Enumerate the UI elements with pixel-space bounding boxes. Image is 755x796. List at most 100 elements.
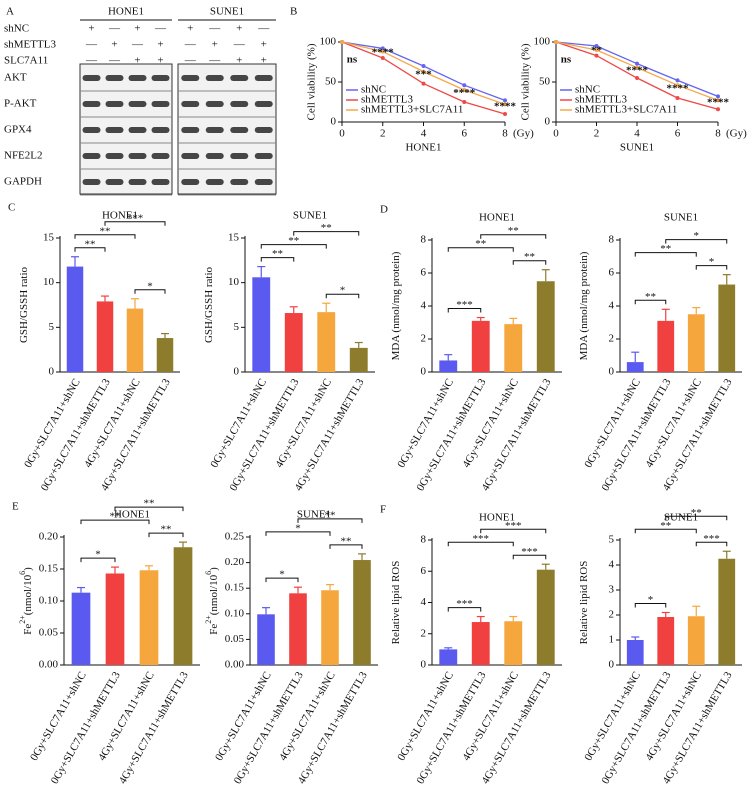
y-axis-label-part: GSH/GSSH ratio	[18, 266, 30, 343]
blot-band	[230, 75, 249, 81]
condition-sign: +	[111, 39, 117, 51]
significance-label: ***	[456, 299, 473, 311]
comparison-bracket	[665, 515, 728, 521]
bar	[657, 320, 675, 372]
condition-sign: +	[134, 55, 140, 67]
x-axis-label: SUNE1	[620, 142, 654, 154]
condition-sign: +	[187, 23, 193, 35]
significance-label: ****	[667, 83, 690, 95]
x-tick-label: 0Gy+SLC7A11+shNC	[213, 670, 274, 763]
chart-title: HONE1	[479, 512, 515, 524]
x-tick-label: 4Gy+SLC7A11+shMETTL3	[117, 669, 191, 786]
y-tick-label: 15	[43, 232, 55, 244]
significance-label: ***	[703, 533, 720, 545]
y-axis-label-part: )	[22, 567, 34, 571]
significance-label: **	[321, 222, 332, 234]
blot-band	[82, 153, 101, 159]
y-tick-label: 5	[609, 534, 615, 546]
y-tick-label: 2	[609, 609, 615, 621]
significance-label: **	[110, 511, 121, 523]
y-axis-label-part: GSH/GSSH ratio	[203, 266, 215, 343]
significance-label: *	[295, 522, 301, 534]
series-point	[340, 40, 344, 44]
x-tick-label: 6	[675, 128, 681, 140]
series-point	[635, 65, 639, 70]
significance-label: *	[694, 230, 700, 242]
comparison-bracket	[329, 544, 363, 549]
chart-title: HONE1	[102, 210, 138, 222]
y-tick-label: 0.10	[225, 607, 245, 619]
bar	[718, 284, 736, 372]
series-point	[421, 69, 426, 74]
blot-band	[82, 179, 101, 185]
y-tick-label: 2	[421, 627, 427, 639]
chart-title: SUNE1	[297, 509, 331, 521]
blot-band	[254, 101, 273, 107]
blot-band	[128, 127, 147, 133]
series-point	[716, 107, 720, 112]
legend-label: shMETTL3+SLC7A11	[361, 104, 463, 116]
condition-sign: —	[184, 39, 197, 51]
condition-label: shNC	[4, 23, 29, 35]
protein-label: NFE2L2	[4, 150, 43, 162]
series-point	[462, 88, 467, 92]
significance-label: **	[325, 509, 336, 521]
blot-band	[105, 101, 124, 107]
condition-sign: —	[85, 55, 98, 67]
chart-title: SUNE1	[293, 210, 327, 222]
bar	[139, 570, 159, 665]
x-tick-label: 2	[380, 128, 386, 140]
y-axis-label-part: 6	[204, 571, 213, 575]
bar	[687, 616, 705, 665]
y-tick-label: 0.05	[225, 633, 245, 645]
y-tick-label: 0.20	[39, 531, 59, 543]
blot-band	[181, 179, 200, 185]
y-axis-label-part: 6	[18, 571, 27, 575]
bar	[536, 569, 555, 665]
y-tick-label: 0	[545, 116, 551, 128]
y-tick-label: 6	[421, 565, 427, 577]
condition-sign: —	[108, 55, 121, 67]
series-point	[594, 48, 599, 52]
y-tick-label: 100	[534, 36, 551, 48]
x-tick-label: 8	[715, 128, 721, 140]
bar	[626, 362, 644, 372]
blot-band	[181, 75, 200, 81]
chart-title: SUNE1	[664, 212, 698, 224]
comparison-bracket	[634, 299, 667, 305]
y-tick-label: 0	[234, 366, 240, 378]
legend-label: shMETTL3	[575, 94, 627, 106]
y-axis-label-part: Fe	[208, 624, 220, 635]
x-tick-label: 4Gy+SLC7A11+shNC	[82, 377, 143, 470]
blot-band	[230, 101, 249, 107]
condition-sign: +	[157, 55, 163, 67]
bar	[353, 560, 371, 665]
y-axis-label: Fe2+(nmol/106)	[18, 567, 33, 635]
bar	[536, 281, 555, 372]
blot-band	[105, 127, 124, 133]
y-axis-label: Cell viability (%)	[520, 43, 532, 120]
bar	[71, 592, 91, 665]
x-tick-label: 4	[634, 128, 640, 140]
series-point	[716, 94, 720, 99]
significance-label: *	[648, 594, 654, 606]
comparison-bracket	[480, 528, 547, 534]
condition-sign: —	[208, 55, 221, 67]
condition-sign: +	[212, 39, 218, 51]
significance-label: *	[279, 569, 285, 581]
significance-label: ns	[561, 54, 572, 66]
significance-label: **	[591, 44, 603, 56]
comparison-bracket	[480, 234, 547, 239]
panel-letter: F	[380, 504, 386, 516]
blot-band	[181, 153, 200, 159]
series-point	[503, 112, 507, 116]
comparison-bracket	[297, 518, 363, 523]
bar	[321, 590, 339, 665]
x-tick-label: 0Gy+SLC7A11+shNC	[22, 377, 83, 470]
significance-label: ****	[453, 87, 476, 99]
x-tick-label: 4Gy+SLC7A11+shNC	[643, 670, 704, 763]
y-axis-label: MDA (nmol/mg protein)	[578, 251, 590, 360]
y-tick-label: 6	[609, 267, 615, 279]
blot-band	[254, 179, 273, 185]
significance-label: *	[709, 256, 715, 268]
